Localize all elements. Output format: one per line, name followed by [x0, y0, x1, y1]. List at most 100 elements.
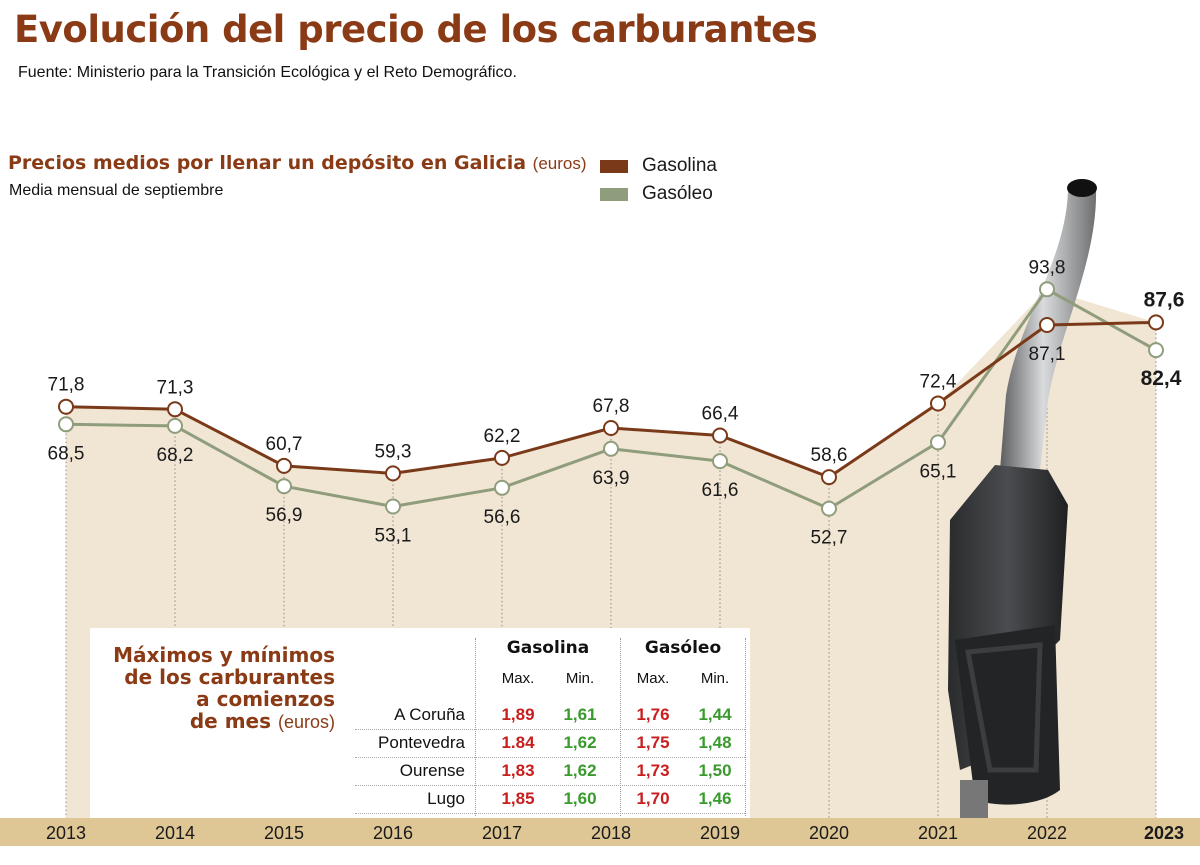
table-cell-gasolina-max: 1.84 — [501, 733, 535, 752]
table-row: Ourense 1,83 1,62 1,73 1,50 — [355, 758, 745, 786]
legend: Gasolina Gasóleo — [600, 152, 717, 208]
table-group-gasoleo: Gasóleo — [644, 638, 722, 658]
table-cell-gasoleo-min: 1,44 — [698, 705, 732, 724]
table-title-line: Máximos y mínimos — [113, 643, 335, 667]
subtitle-unit: (euros) — [532, 154, 587, 173]
table-title-line: de mes (euros) — [113, 710, 335, 733]
table-cell-gasoleo-max: 1,73 — [636, 761, 670, 780]
point-gasoleo — [821, 500, 837, 517]
chart-axis-layer: 2013 2014 2015 2016 2017 2018 2019 2020 2021 2022… — [0, 818, 1200, 846]
x-tick-label: 2021 — [918, 823, 958, 843]
table-cell-gasoleo-max: 1,76 — [636, 705, 670, 724]
point-gasoleo — [1148, 342, 1164, 359]
point-gasolina — [58, 398, 74, 415]
data-label-gasolina: 87,1 — [1029, 344, 1066, 365]
x-axis-band — [0, 818, 1200, 846]
legend-item-gasolina: Gasolina — [600, 152, 717, 180]
table-cell-gasoleo-min: 1,46 — [698, 789, 732, 808]
table-cell-gasoleo-max: 1,75 — [636, 733, 670, 752]
data-label-gasolina: 71,8 — [48, 375, 85, 396]
data-label-gasoleo: 93,8 — [1029, 257, 1066, 278]
price-table: Máximos y mínimos de los carburantes a c… — [90, 628, 750, 818]
x-tick-label: 2022 — [1027, 823, 1067, 843]
source-note: Fuente: Ministerio para la Transición Ec… — [18, 64, 517, 81]
point-gasoleo — [930, 434, 946, 451]
point-gasoleo — [603, 440, 619, 457]
chart-title: Evolución del precio de los carburantes — [14, 8, 818, 51]
table-row-province: Lugo — [427, 789, 465, 808]
table-cell-gasolina-max: 1,83 — [501, 761, 535, 780]
data-label-gasolina: 66,4 — [702, 403, 739, 424]
data-label-gasoleo: 82,4 — [1141, 367, 1182, 390]
table-cell-gasolina-max: 1,85 — [501, 789, 535, 808]
data-label-gasoleo: 68,5 — [48, 443, 85, 464]
table-subheader: Min. — [565, 670, 595, 687]
x-tick-label: 2019 — [700, 823, 740, 843]
point-gasoleo — [167, 417, 183, 434]
table-title: Máximos y mínimos de los carburantes a c… — [113, 644, 335, 733]
point-gasoleo — [385, 498, 401, 515]
fuel-nozzle-icon — [948, 179, 1097, 818]
table-cell-gasoleo-min: 1,50 — [698, 761, 732, 780]
point-gasoleo — [712, 453, 728, 470]
data-label-gasolina: 72,4 — [920, 371, 957, 392]
point-gasoleo — [58, 416, 74, 433]
table-divider — [620, 638, 621, 816]
x-tick-label: 2014 — [155, 823, 195, 843]
data-label-gasoleo: 53,1 — [375, 525, 412, 546]
table-title-line: a comienzos — [196, 687, 335, 711]
point-gasolina — [603, 420, 619, 436]
point-gasolina — [385, 465, 401, 482]
legend-swatch-gasoleo — [600, 187, 628, 201]
point-gasoleo — [494, 479, 510, 496]
data-label-gasoleo: 68,2 — [157, 445, 194, 466]
point-gasolina — [1148, 314, 1164, 331]
subtitle-text: Precios medios por llenar un depósito en… — [8, 152, 527, 174]
data-label-gasoleo: 56,6 — [484, 507, 521, 528]
data-label-gasolina: 87,6 — [1144, 288, 1185, 311]
table-row-province: Ourense — [399, 761, 465, 780]
table-cell-gasolina-min: 1,62 — [563, 761, 597, 780]
point-gasolina — [167, 401, 183, 418]
data-label-gasolina: 67,8 — [593, 396, 630, 417]
table-subheader: Max. — [501, 670, 535, 687]
legend-swatch-gasolina — [600, 159, 628, 173]
x-tick-label: 2016 — [373, 823, 413, 843]
point-gasoleo — [1039, 281, 1055, 298]
point-gasolina — [821, 469, 837, 486]
legend-label-gasoleo: Gasóleo — [642, 183, 713, 204]
chart-label-layer: 71,8 68,5 71,3 68,2 60,7 56,9 59,3 53,1 62,2 56,6… — [48, 257, 1185, 548]
point-gasolina — [494, 449, 510, 466]
table-cell-gasoleo-max: 1,70 — [636, 789, 670, 808]
data-label-gasoleo: 65,1 — [920, 461, 957, 482]
table-group-gasolina: Gasolina — [506, 638, 590, 658]
table-divider — [475, 638, 476, 816]
table-row: A Coruña 1,89 1,61 1,76 1,44 — [355, 702, 745, 730]
chart-point-layer — [58, 281, 1164, 517]
x-tick-label: 2023 — [1144, 823, 1184, 843]
data-label-gasolina: 60,7 — [266, 434, 303, 455]
point-gasoleo — [276, 478, 292, 495]
table-cell-gasolina-max: 1,89 — [501, 705, 535, 724]
data-label-gasolina: 71,3 — [157, 377, 194, 398]
point-gasolina — [1039, 317, 1055, 333]
table-unit: (euros) — [277, 712, 335, 732]
point-gasolina — [276, 457, 292, 474]
data-label-gasolina: 58,6 — [811, 445, 848, 466]
table-title-line-text: de mes — [189, 709, 272, 733]
chart-note: Media mensual de septiembre — [9, 182, 224, 199]
table-cell-gasolina-min: 1,62 — [563, 733, 597, 752]
table-cell-gasolina-min: 1,60 — [563, 789, 597, 808]
table-row: Lugo 1,85 1,60 1,70 1,46 — [355, 786, 745, 814]
data-label-gasolina: 59,3 — [375, 441, 412, 462]
table-row-province: Pontevedra — [378, 733, 465, 752]
table-row: Pontevedra 1.84 1,62 1,75 1,48 — [355, 730, 745, 758]
x-tick-label: 2018 — [591, 823, 631, 843]
data-label-gasoleo: 61,6 — [702, 480, 739, 501]
table-cell-gasoleo-min: 1,48 — [698, 733, 732, 752]
data-label-gasoleo: 56,9 — [266, 505, 303, 526]
table-subheader: Max. — [636, 670, 670, 687]
data-label-gasoleo: 63,9 — [593, 468, 630, 489]
table-divider — [745, 638, 746, 816]
legend-label-gasolina: Gasolina — [642, 155, 717, 176]
